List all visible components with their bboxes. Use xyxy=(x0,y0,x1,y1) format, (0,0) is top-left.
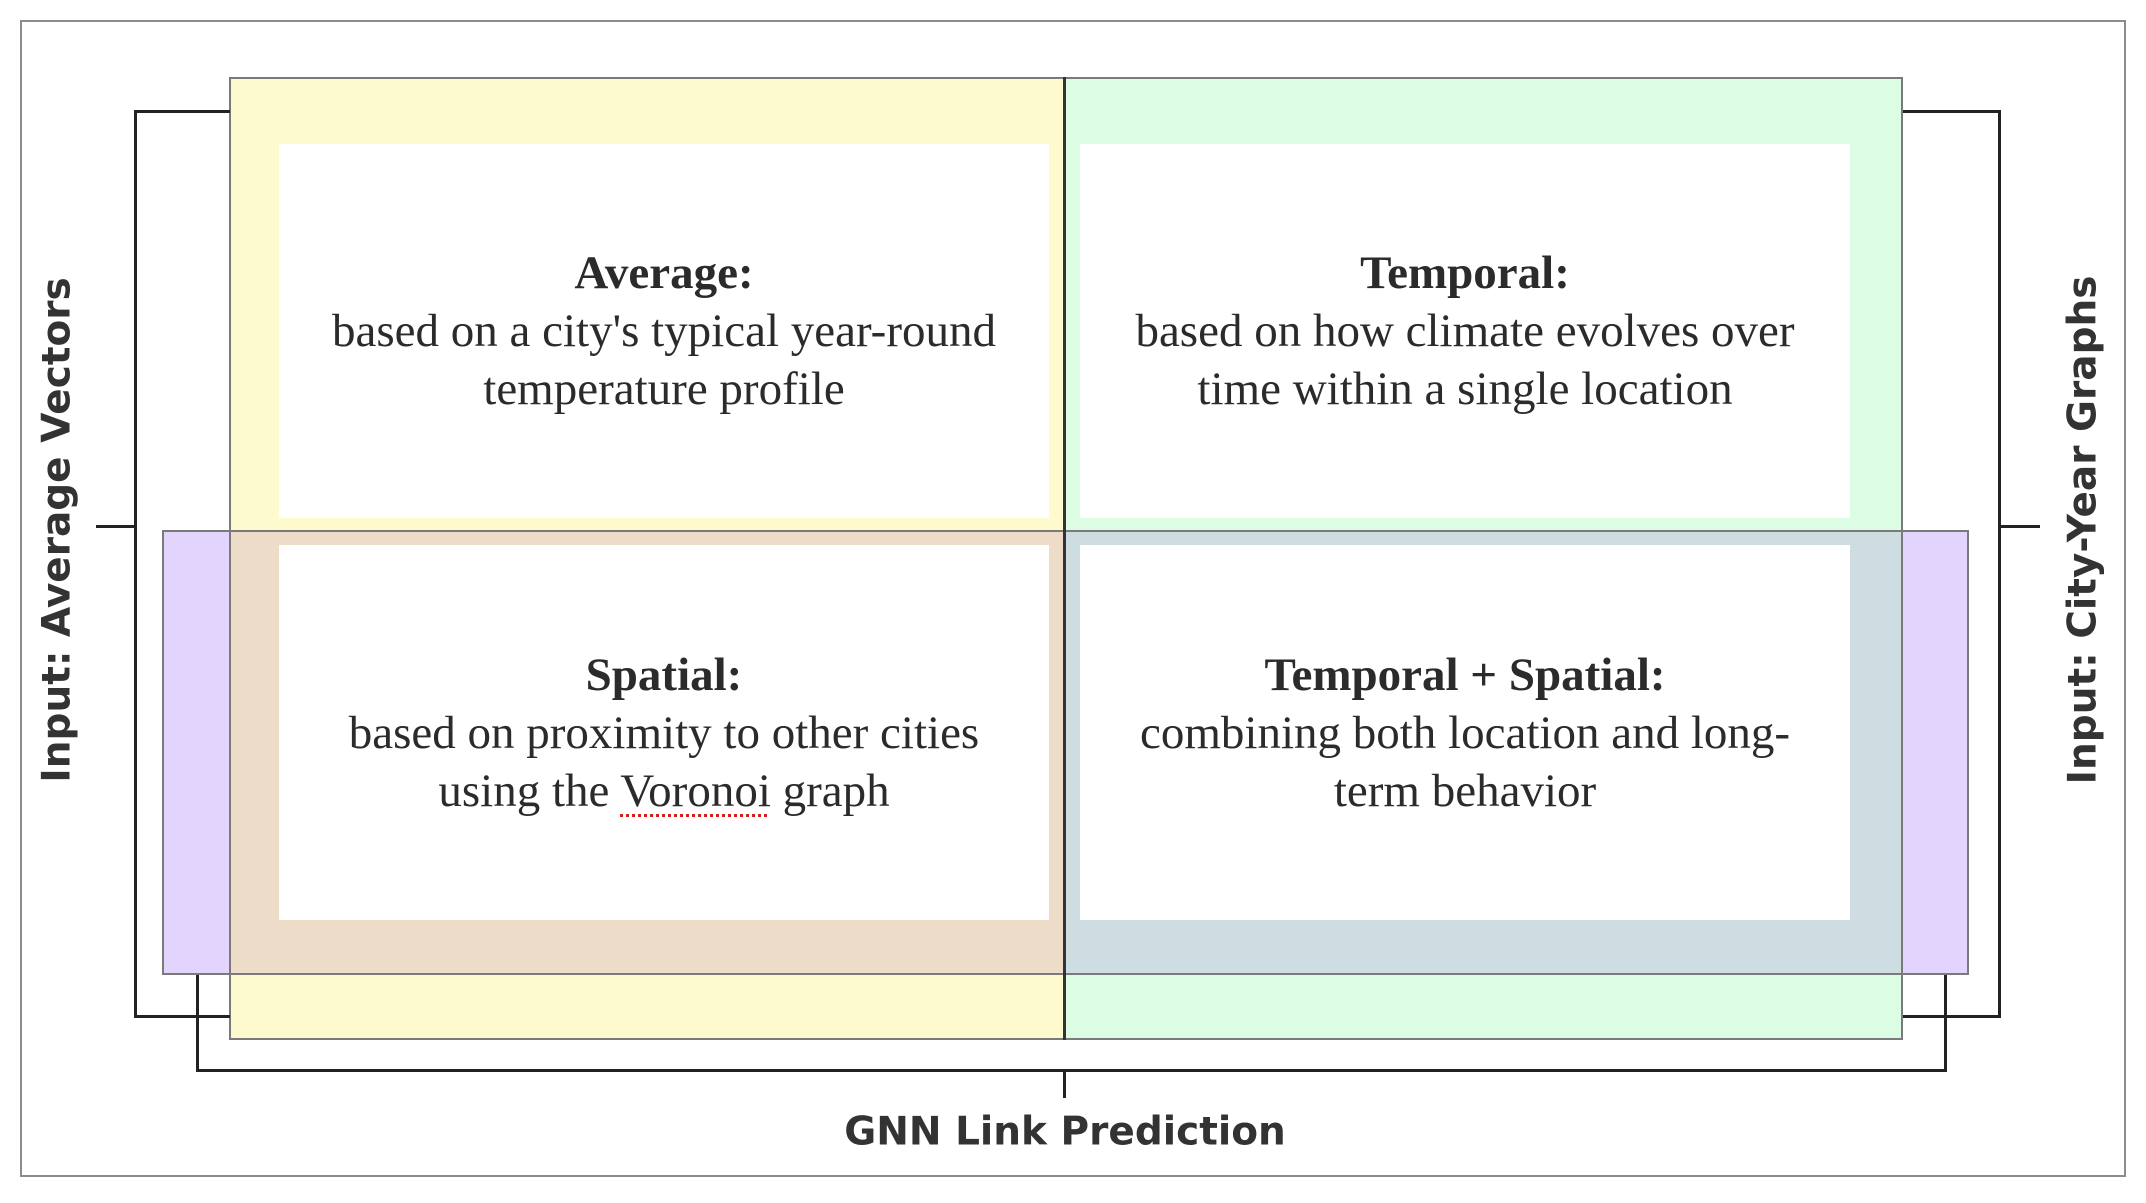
temporal-desc-line1: based on how climate evolves over xyxy=(1135,305,1795,357)
temporal-spatial-card: Temporal + Spatial: combining both locat… xyxy=(1080,545,1850,920)
average-input-region-bottom xyxy=(229,975,1064,1040)
left-axis-label: Input: Average Vectors xyxy=(34,277,80,783)
right-axis-label: Input: City-Year Graphs xyxy=(2060,275,2106,785)
average-title: Average: xyxy=(574,247,754,299)
spatial-region-right xyxy=(1903,530,1969,975)
city-year-input-region-bottom xyxy=(1064,975,1903,1040)
temporal-desc-line2: time within a single location xyxy=(1197,363,1733,415)
right-bracket-tick xyxy=(2001,525,2040,528)
left-bracket xyxy=(134,110,230,1018)
average-desc-line1: based on a city's typical year-round xyxy=(332,305,996,357)
left-bracket-tick xyxy=(96,525,135,528)
spatial-desc-line2: using the Voronoi graph xyxy=(438,762,889,820)
temporal-spatial-desc-line1: combining both location and long- xyxy=(1139,706,1791,759)
voronoi-word: Voronoi xyxy=(620,764,771,817)
average-card: Average: based on a city's typical year-… xyxy=(279,144,1049,518)
temporal-spatial-title: Temporal + Spatial: xyxy=(1264,648,1666,701)
temporal-title: Temporal: xyxy=(1360,247,1570,299)
bottom-axis-label: GNN Link Prediction xyxy=(844,1109,1286,1155)
average-desc-line2: temperature profile xyxy=(483,363,845,415)
bottom-bracket xyxy=(196,975,1947,1072)
spatial-region-left xyxy=(162,530,229,975)
spatial-desc-line1: based on proximity to other cities xyxy=(348,706,980,759)
spatial-card: Spatial: based on proximity to other cit… xyxy=(279,545,1049,920)
center-divider xyxy=(1063,77,1066,1040)
temporal-card: Temporal: based on how climate evolves o… xyxy=(1080,144,1850,518)
bottom-bracket-tick xyxy=(1063,1071,1066,1098)
temporal-spatial-desc-line2: term behavior xyxy=(1333,764,1597,817)
spatial-desc-line2-post: graph xyxy=(770,764,890,817)
input-regions-outline xyxy=(229,77,1903,1040)
right-bracket xyxy=(1903,110,2001,1018)
spatial-title: Spatial: xyxy=(585,648,743,701)
spatial-desc-line2-pre: using the xyxy=(438,764,621,817)
